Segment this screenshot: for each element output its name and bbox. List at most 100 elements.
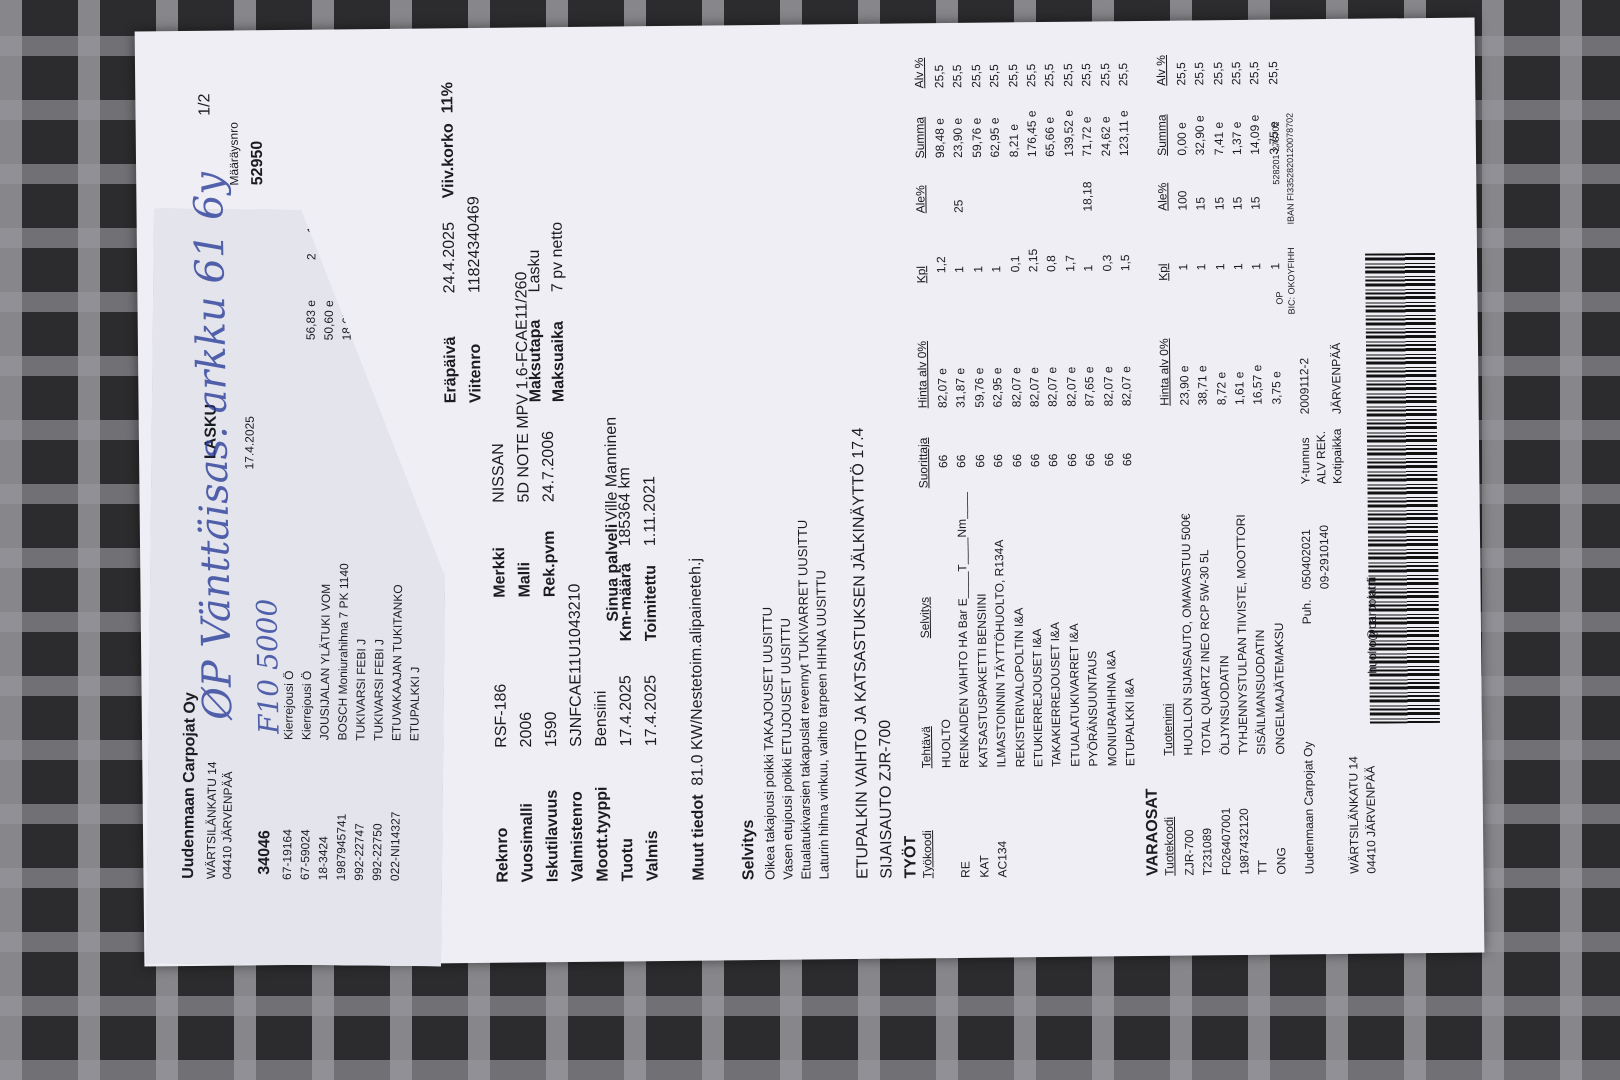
cell: SISÄILMANSUODATIN xyxy=(1253,629,1269,755)
cell: 25,5 xyxy=(987,64,1002,88)
cell: 25,5 xyxy=(1174,62,1189,86)
label: Muut tiedot xyxy=(689,794,708,881)
part-qty: 2 xyxy=(304,253,319,261)
cell: 25,5 xyxy=(1060,63,1076,87)
cell: 38,71 e xyxy=(1195,365,1210,406)
cell: 7,41 e xyxy=(1211,121,1226,156)
part-name: ETUPALKKI J xyxy=(407,666,423,742)
company: Uudenmaan Carpojat Oy xyxy=(1301,741,1317,875)
note: SIJAISAUTO ZJR-700 xyxy=(876,719,896,879)
cell: TOTAL QUARTZ INEO RCP 5W-30 5L xyxy=(1197,549,1214,756)
part-code: 18-3424 xyxy=(315,836,331,881)
part-price: 50,60 e xyxy=(321,300,337,341)
address: WÄRTSILÄNKATU 14 xyxy=(203,761,220,880)
value: 2006 xyxy=(517,711,536,748)
remark: Vasen etujousi poikki ETUJOUSET UUSITTU xyxy=(777,617,796,880)
cell: 66 xyxy=(1101,452,1116,467)
cell: 66 xyxy=(991,454,1006,468)
cell: TAKAKIERREJOUSET I&A xyxy=(1048,621,1064,767)
order-no: 52950 xyxy=(248,140,267,186)
cell: 25,5 xyxy=(932,64,947,89)
cell: REKISTERIVALOPOLTIN I&A xyxy=(1011,607,1027,768)
value: 81.0 KW/Nestetoim.alipaineteh.j xyxy=(687,557,707,786)
cell: 66 xyxy=(1046,453,1061,468)
cell: 25,5 xyxy=(1024,63,1039,88)
cell: KATSASTUSPAKETTI BENSIINI xyxy=(974,593,991,768)
domicile: JÄRVENPÄÄ xyxy=(1328,342,1344,415)
value: 11824340469 xyxy=(465,196,484,294)
cell: RENKAIDEN VAIHTO HA Bar E____T____Nm____ xyxy=(954,492,972,768)
cell: 82,07 e xyxy=(1119,366,1134,407)
cell: 15 xyxy=(1212,196,1227,211)
cell: 0,1 xyxy=(1007,255,1022,273)
cell: 1,7 xyxy=(1062,255,1078,272)
cell: 1 xyxy=(952,266,967,273)
cell: 25 xyxy=(951,199,966,213)
cell: 66 xyxy=(972,454,988,468)
customer-no: 34046 xyxy=(255,830,274,875)
cell: 8,21 e xyxy=(1006,123,1021,158)
cell: 18,18 xyxy=(1080,181,1095,212)
cell: 25,5 xyxy=(1247,61,1262,85)
cell: 1,2 xyxy=(934,256,949,274)
cell: 0,00 e xyxy=(1174,122,1189,156)
column-header: Tuotenimi xyxy=(1160,703,1176,756)
phone: 050402021 xyxy=(1298,529,1314,590)
section-title: Selvitys xyxy=(739,819,758,881)
cell: ONGELMAJÄTEMAKSU xyxy=(1271,622,1287,755)
bic: BIC: OKOYFIHH xyxy=(1285,247,1297,315)
cell: 25,5 xyxy=(1005,63,1020,88)
part-code: 1987945741 xyxy=(333,813,349,881)
cell: ETUALATUKIVARRET I&A xyxy=(1066,623,1083,767)
cell: RE xyxy=(958,861,973,878)
label: Vuosimalli xyxy=(518,802,537,883)
cell: 176,45 e xyxy=(1024,110,1040,158)
cell: HUOLTO xyxy=(938,719,954,769)
cell: 24,62 e xyxy=(1098,116,1113,157)
value: 185364 km xyxy=(616,467,635,547)
cell: 82,07 e xyxy=(1008,367,1024,408)
cell: AC134 xyxy=(995,840,1010,878)
label: Iskutilavuus xyxy=(543,789,562,883)
cell: 59,76 e xyxy=(969,117,984,158)
cell: 1 xyxy=(970,265,986,273)
part-name: Kierrejousi Ö xyxy=(281,670,297,740)
cell: 14,09 e xyxy=(1247,114,1263,155)
cell: KAT xyxy=(977,855,992,878)
column-header: Alv % xyxy=(911,57,927,89)
cell: 32,90 e xyxy=(1192,115,1208,156)
cell: 0,3 xyxy=(1099,254,1114,272)
part-code: 022-NI14327 xyxy=(387,811,403,882)
value: 1590 xyxy=(542,711,561,748)
column-header: Tehtävä xyxy=(918,726,934,769)
part-name: TUKIVARSI FEBI J xyxy=(371,638,387,741)
cell: 25,5 xyxy=(1265,61,1280,85)
company-name: Uudenmaan Carpojat Oy xyxy=(179,692,199,879)
label: Valmis xyxy=(644,830,662,882)
cell: 62,95 e xyxy=(987,117,1003,158)
column-header: Kpl xyxy=(914,265,929,284)
cell: 87,65 e xyxy=(1082,366,1097,407)
part-code: 992-22750 xyxy=(369,823,385,881)
cell: 82,07 e xyxy=(1100,366,1116,407)
cell: 23,90 e xyxy=(1177,365,1192,406)
cell: 66 xyxy=(936,454,951,469)
cell: ILMASTOINNIN TÄYTTÖHUOLTO, R134A xyxy=(992,539,1009,768)
cell: 1 xyxy=(1231,263,1246,271)
cell: 123,11 e xyxy=(1116,110,1132,157)
column-header: Ale% xyxy=(913,185,928,214)
part-name: BOSCH Moniurahihna 7 PK 1140 xyxy=(335,563,352,741)
cell: 71,72 e xyxy=(1079,116,1095,157)
value: 1.11.2021 xyxy=(641,476,660,547)
doc-title: LASKU xyxy=(202,403,220,460)
cell: 139,52 e xyxy=(1061,109,1076,157)
cell: 1987432120 xyxy=(1236,808,1252,876)
vat-reg: ALV REK. xyxy=(1313,430,1329,485)
cell: 25,5 xyxy=(1079,63,1094,87)
cell: T231089 xyxy=(1200,827,1215,876)
cell: 66 xyxy=(1064,453,1080,467)
cell: 25,5 xyxy=(950,64,965,88)
cell: 25,5 xyxy=(1192,61,1207,86)
part-name: JOUSIJALAN YLÄTUKI VOM xyxy=(317,583,334,741)
